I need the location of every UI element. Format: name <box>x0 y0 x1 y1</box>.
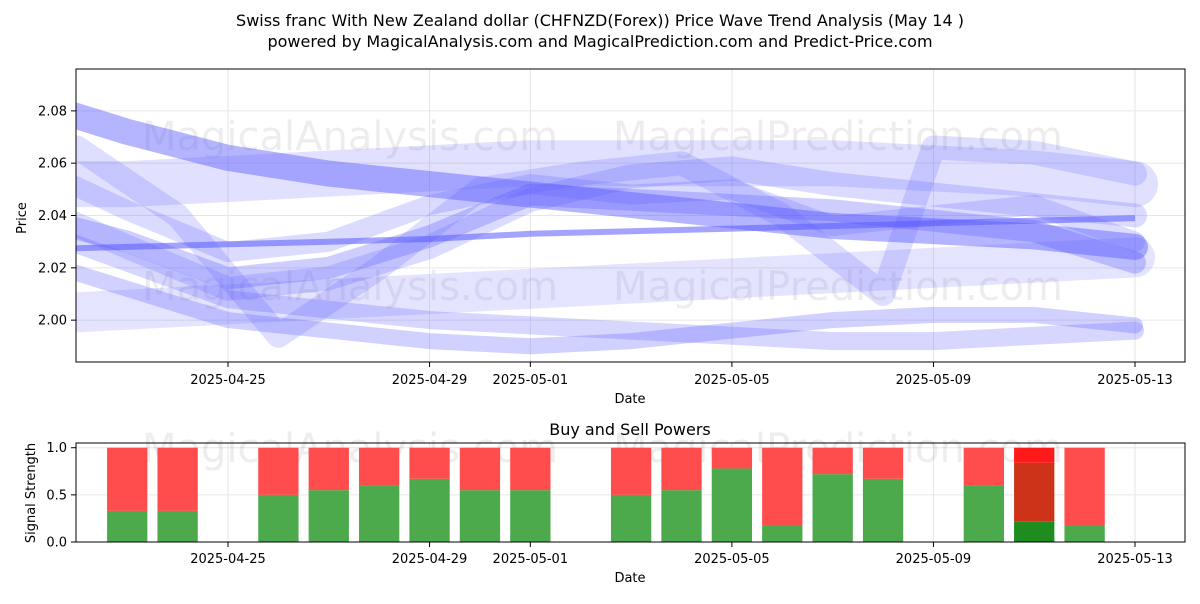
price-wave-band <box>76 234 1144 351</box>
sell-power-bar <box>762 447 803 526</box>
sell-power-bar <box>812 447 853 475</box>
x-tick-label: 2025-04-29 <box>392 552 468 567</box>
buy-power-bar <box>258 494 299 542</box>
signal-x-axis-label: Date <box>614 571 645 586</box>
x-tick-label: 2025-04-25 <box>190 373 266 388</box>
sell-power-bar <box>1064 447 1105 526</box>
price-chart-grid <box>76 69 1185 362</box>
watermark-text: MagicalAnalysis.com <box>142 114 558 160</box>
chart-title-line1: Swiss franc With New Zealand dollar (CHF… <box>236 11 964 30</box>
x-tick-label: 2025-05-09 <box>896 552 972 567</box>
sell-power-bar <box>459 447 501 491</box>
sell-power-bar <box>258 447 299 495</box>
price-chart-watermarks: MagicalAnalysis.com MagicalPrediction.com… <box>142 114 1063 310</box>
sell-power-bar <box>661 447 702 491</box>
x-tick-label: 2025-05-05 <box>694 552 770 567</box>
sell-power-bar <box>963 447 1004 486</box>
buy-power-bar <box>459 490 501 542</box>
sell-power-bar <box>711 447 753 469</box>
sell-power-bar <box>862 447 904 479</box>
y-tick-label: 2.04 <box>38 209 67 224</box>
signal-bars <box>107 447 1105 542</box>
price-chart-axes: 2025-04-25 2025-04-29 2025-05-01 2025-05-05… <box>38 68 1186 388</box>
sell-power-bar <box>610 447 652 495</box>
sell-power-bar-top <box>1014 447 1055 463</box>
buy-power-bar <box>359 485 400 542</box>
y-tick-label: 2.08 <box>38 104 67 119</box>
y-tick-label: 0.5 <box>46 488 67 503</box>
buy-power-bar <box>1014 521 1055 542</box>
sell-power-bar <box>157 447 198 511</box>
x-tick-label: 2025-04-29 <box>392 373 468 388</box>
sell-power-bar <box>308 447 349 491</box>
x-tick-label: 2025-05-09 <box>896 373 972 388</box>
y-tick-label: 0.0 <box>46 536 67 551</box>
price-wave-bands <box>76 102 1158 355</box>
buy-power-bar <box>157 510 198 542</box>
y-tick-label: 2.06 <box>38 157 67 172</box>
signal-y-axis-label: Signal Strength <box>24 443 39 543</box>
buy-power-bar <box>1064 525 1105 542</box>
buy-power-bar <box>610 494 652 542</box>
buy-power-bar <box>862 478 904 542</box>
price-wave-band <box>76 135 1147 348</box>
buy-power-bar <box>711 468 753 542</box>
x-tick-label: 2025-05-01 <box>493 373 569 388</box>
y-tick-label: 2.00 <box>38 314 67 329</box>
price-wave-band <box>76 264 1143 355</box>
y-tick-label: 2.02 <box>38 261 67 276</box>
x-tick-label: 2025-04-25 <box>190 552 266 567</box>
chart-title-line2: powered by MagicalAnalysis.com and Magic… <box>267 32 932 51</box>
price-wave-band <box>76 183 1146 290</box>
signal-plot-frame <box>75 442 1186 543</box>
price-wave-band <box>76 237 1155 333</box>
buy-power-bar <box>409 478 450 542</box>
y-tick-label: 1.0 <box>46 441 67 456</box>
price-wave-band <box>76 102 1148 260</box>
price-wave-band <box>76 215 1136 252</box>
bar-chart-title: Buy and Sell Powers <box>549 420 711 439</box>
buy-power-bar <box>107 510 148 542</box>
sell-power-bar <box>359 447 400 486</box>
x-tick-label: 2025-05-13 <box>1097 373 1173 388</box>
x-tick-label: 2025-05-05 <box>694 373 770 388</box>
x-tick-label: 2025-05-13 <box>1097 552 1173 567</box>
sell-power-bar <box>510 447 551 491</box>
watermark-text: MagicalPrediction.com <box>613 114 1063 160</box>
watermark-text: MagicalPrediction.com <box>613 264 1063 310</box>
price-wave-band <box>76 174 1145 263</box>
sell-power-bar <box>107 447 148 511</box>
price-y-axis-label: Price <box>15 202 30 234</box>
price-wave-band <box>76 156 1147 301</box>
signal-chart-axes: 2025-04-25 2025-04-29 2025-05-01 2025-05-05… <box>46 441 1186 567</box>
buy-power-bar <box>812 474 853 542</box>
buy-power-bar <box>661 490 702 542</box>
sell-power-bar <box>409 447 450 479</box>
price-wave-band <box>76 140 1158 208</box>
buy-power-bar <box>762 525 803 542</box>
watermark-text: MagicalAnalysis.com <box>142 264 558 310</box>
sell-power-bar <box>1014 462 1055 522</box>
buy-power-bar <box>510 490 551 542</box>
x-tick-label: 2025-05-01 <box>493 552 569 567</box>
buy-power-bar <box>308 490 349 542</box>
buy-power-bar <box>963 485 1004 542</box>
price-x-axis-label: Date <box>614 392 645 407</box>
